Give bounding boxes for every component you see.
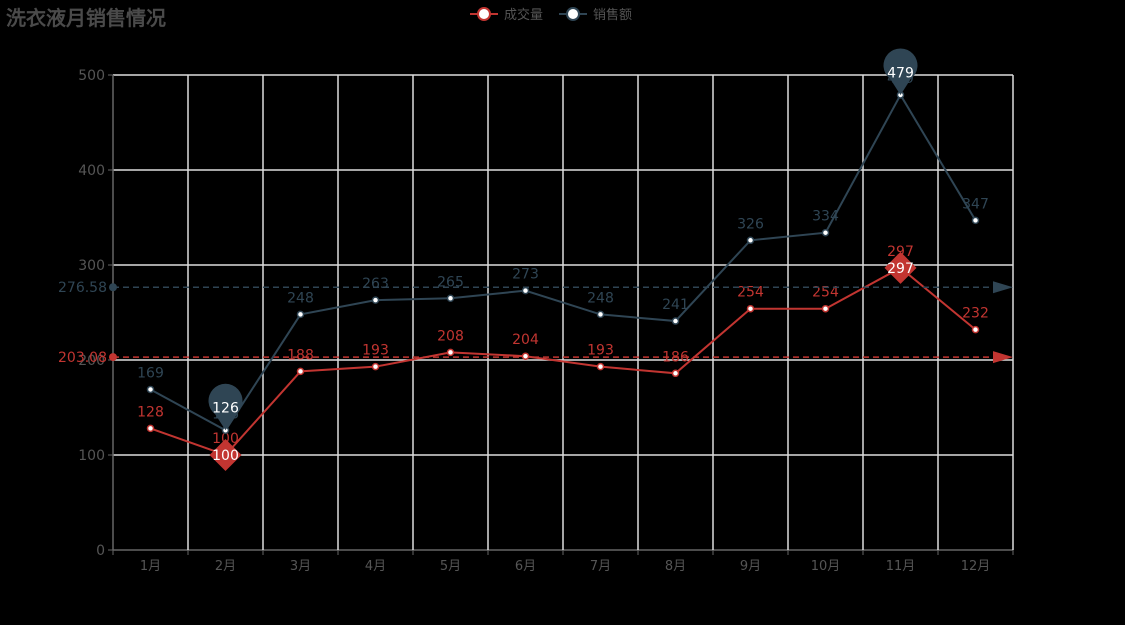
min-marker-diamond — [884, 251, 917, 284]
data-label: 334 — [812, 209, 839, 225]
data-point — [596, 362, 605, 371]
data-point — [371, 296, 380, 304]
average-line-start — [109, 353, 117, 362]
data-label: 204 — [512, 332, 539, 348]
x-tick-label: 12月 — [961, 559, 991, 574]
average-line-start — [109, 283, 117, 292]
x-tick-label: 2月 — [215, 559, 236, 574]
data-point — [296, 310, 305, 319]
data-label: 241 — [662, 297, 689, 313]
x-tick-label: 11月 — [886, 559, 916, 574]
x-tick-label: 1月 — [140, 559, 161, 574]
data-label: 128 — [137, 404, 164, 420]
x-tick-label: 6月 — [515, 559, 536, 574]
data-point — [971, 216, 980, 225]
y-tick-label: 500 — [78, 68, 105, 84]
data-label: 273 — [512, 267, 539, 283]
max-marker-pin — [208, 383, 243, 431]
x-tick-label: 9月 — [740, 559, 761, 574]
legend-swatch-volume — [470, 6, 498, 22]
data-point — [146, 385, 155, 394]
average-line-arrow — [993, 351, 1013, 364]
data-label: 186 — [662, 349, 689, 365]
data-label: 232 — [962, 306, 989, 322]
x-tick-label: 7月 — [590, 559, 611, 574]
y-tick-label: 200 — [78, 353, 105, 369]
data-label: 326 — [737, 216, 764, 232]
data-point — [821, 228, 830, 237]
legend-swatch-sales — [559, 6, 588, 22]
x-tick-label: 4月 — [365, 559, 386, 574]
average-line-label: 276.58 — [58, 280, 107, 296]
legend-label-volume: 成交量 — [504, 8, 544, 23]
x-tick-label: 8月 — [665, 559, 686, 574]
data-point — [746, 304, 755, 313]
max-marker-pin — [883, 48, 918, 95]
data-label: 263 — [362, 276, 389, 292]
data-label: 208 — [437, 328, 464, 344]
legend: 成交量 销售额 — [470, 4, 632, 23]
data-point — [671, 317, 680, 325]
max-marker-label: 479 — [887, 65, 914, 81]
legend-label-sales: 销售额 — [593, 8, 633, 23]
x-tick-label: 10月 — [811, 559, 841, 574]
series-line — [150, 266, 977, 457]
data-label: 254 — [737, 285, 764, 301]
data-point — [296, 367, 305, 376]
data-point — [521, 352, 530, 360]
y-tick-label: 300 — [78, 258, 105, 274]
data-label: 248 — [287, 290, 314, 306]
data-point — [596, 310, 605, 319]
average-line-label: 203.08 — [58, 350, 107, 366]
data-point — [371, 362, 380, 371]
data-point — [671, 369, 680, 378]
y-tick-label: 0 — [96, 543, 105, 559]
data-label: 265 — [437, 274, 464, 290]
data-label: 188 — [287, 347, 314, 363]
data-point — [446, 294, 455, 302]
data-point — [521, 286, 530, 295]
min-marker-label: 100 — [212, 448, 239, 464]
y-tick-label: 100 — [78, 448, 105, 464]
data-point — [971, 325, 980, 334]
legend-item-volume[interactable]: 成交量 — [470, 4, 543, 23]
data-point — [746, 236, 755, 245]
chart-title: 洗衣液月销售情况 — [6, 6, 166, 30]
data-label: 169 — [137, 365, 164, 381]
x-tick-label: 5月 — [440, 559, 461, 574]
data-label: 254 — [812, 285, 839, 301]
data-label: 347 — [962, 196, 989, 212]
data-label: 193 — [587, 343, 614, 359]
data-label: 193 — [362, 343, 389, 359]
legend-item-sales[interactable]: 销售额 — [559, 4, 632, 23]
max-marker-label: 126 — [212, 401, 239, 417]
min-marker-label: 297 — [887, 261, 914, 277]
series-line — [150, 92, 977, 432]
y-tick-label: 400 — [78, 163, 105, 179]
x-tick-label: 3月 — [290, 559, 311, 574]
data-point — [146, 424, 155, 433]
average-line-arrow — [993, 281, 1013, 294]
min-marker-diamond — [209, 439, 242, 471]
data-point — [821, 304, 830, 313]
data-label: 248 — [587, 290, 614, 306]
data-point — [446, 348, 455, 357]
